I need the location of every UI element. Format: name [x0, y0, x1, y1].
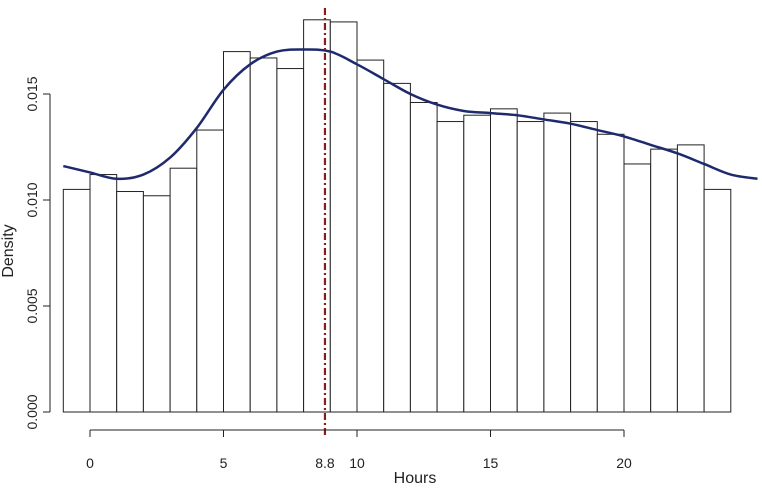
- histogram-bar: [623, 163, 652, 413]
- histogram-bar: [223, 51, 251, 413]
- histogram-bar: [276, 68, 305, 413]
- histogram-bar: [303, 19, 331, 413]
- histogram-bar: [249, 57, 278, 413]
- y-axis-title: Density: [0, 224, 17, 277]
- histogram-bar: [463, 114, 491, 413]
- histogram-bar: [570, 121, 598, 413]
- y-tick-label: 0.010: [24, 182, 40, 217]
- histogram-bar: [356, 59, 385, 413]
- histogram-bar: [409, 101, 438, 413]
- x-axis-title: Hours: [394, 470, 437, 487]
- histogram-bar: [383, 82, 411, 413]
- histogram-bar: [516, 121, 545, 413]
- x-tick-label: 20: [616, 455, 632, 471]
- histogram-bar: [676, 144, 705, 413]
- density-curve: [63, 48, 758, 181]
- histogram-bar: [596, 133, 625, 413]
- peak-marker-label: 8.8: [315, 455, 335, 471]
- histogram-bars: [62, 19, 732, 413]
- histogram-bar: [543, 112, 572, 413]
- histogram-bar: [490, 108, 518, 413]
- histogram-bar: [169, 167, 198, 413]
- histogram-bar: [89, 174, 118, 413]
- y-tick-label: 0.000: [24, 394, 40, 429]
- x-tick-label: 10: [349, 455, 365, 471]
- x-tick-label: 0: [86, 455, 94, 471]
- x-axis: 0 5 10 15 20: [86, 429, 632, 471]
- histogram-bar: [142, 195, 171, 413]
- histogram-bar: [116, 191, 144, 413]
- y-axis: 0.000 0.005 0.010 0.015: [24, 76, 51, 430]
- x-tick-label: 15: [483, 455, 499, 471]
- histogram-bar: [196, 129, 225, 413]
- histogram-bar: [436, 121, 465, 413]
- y-tick-label: 0.005: [24, 288, 40, 323]
- histogram-bar: [62, 188, 91, 413]
- x-tick-label: 5: [220, 455, 228, 471]
- histogram-bar: [703, 188, 732, 413]
- histogram-bar: [329, 21, 358, 413]
- y-tick-label: 0.015: [24, 76, 40, 111]
- histogram-bar: [650, 148, 678, 413]
